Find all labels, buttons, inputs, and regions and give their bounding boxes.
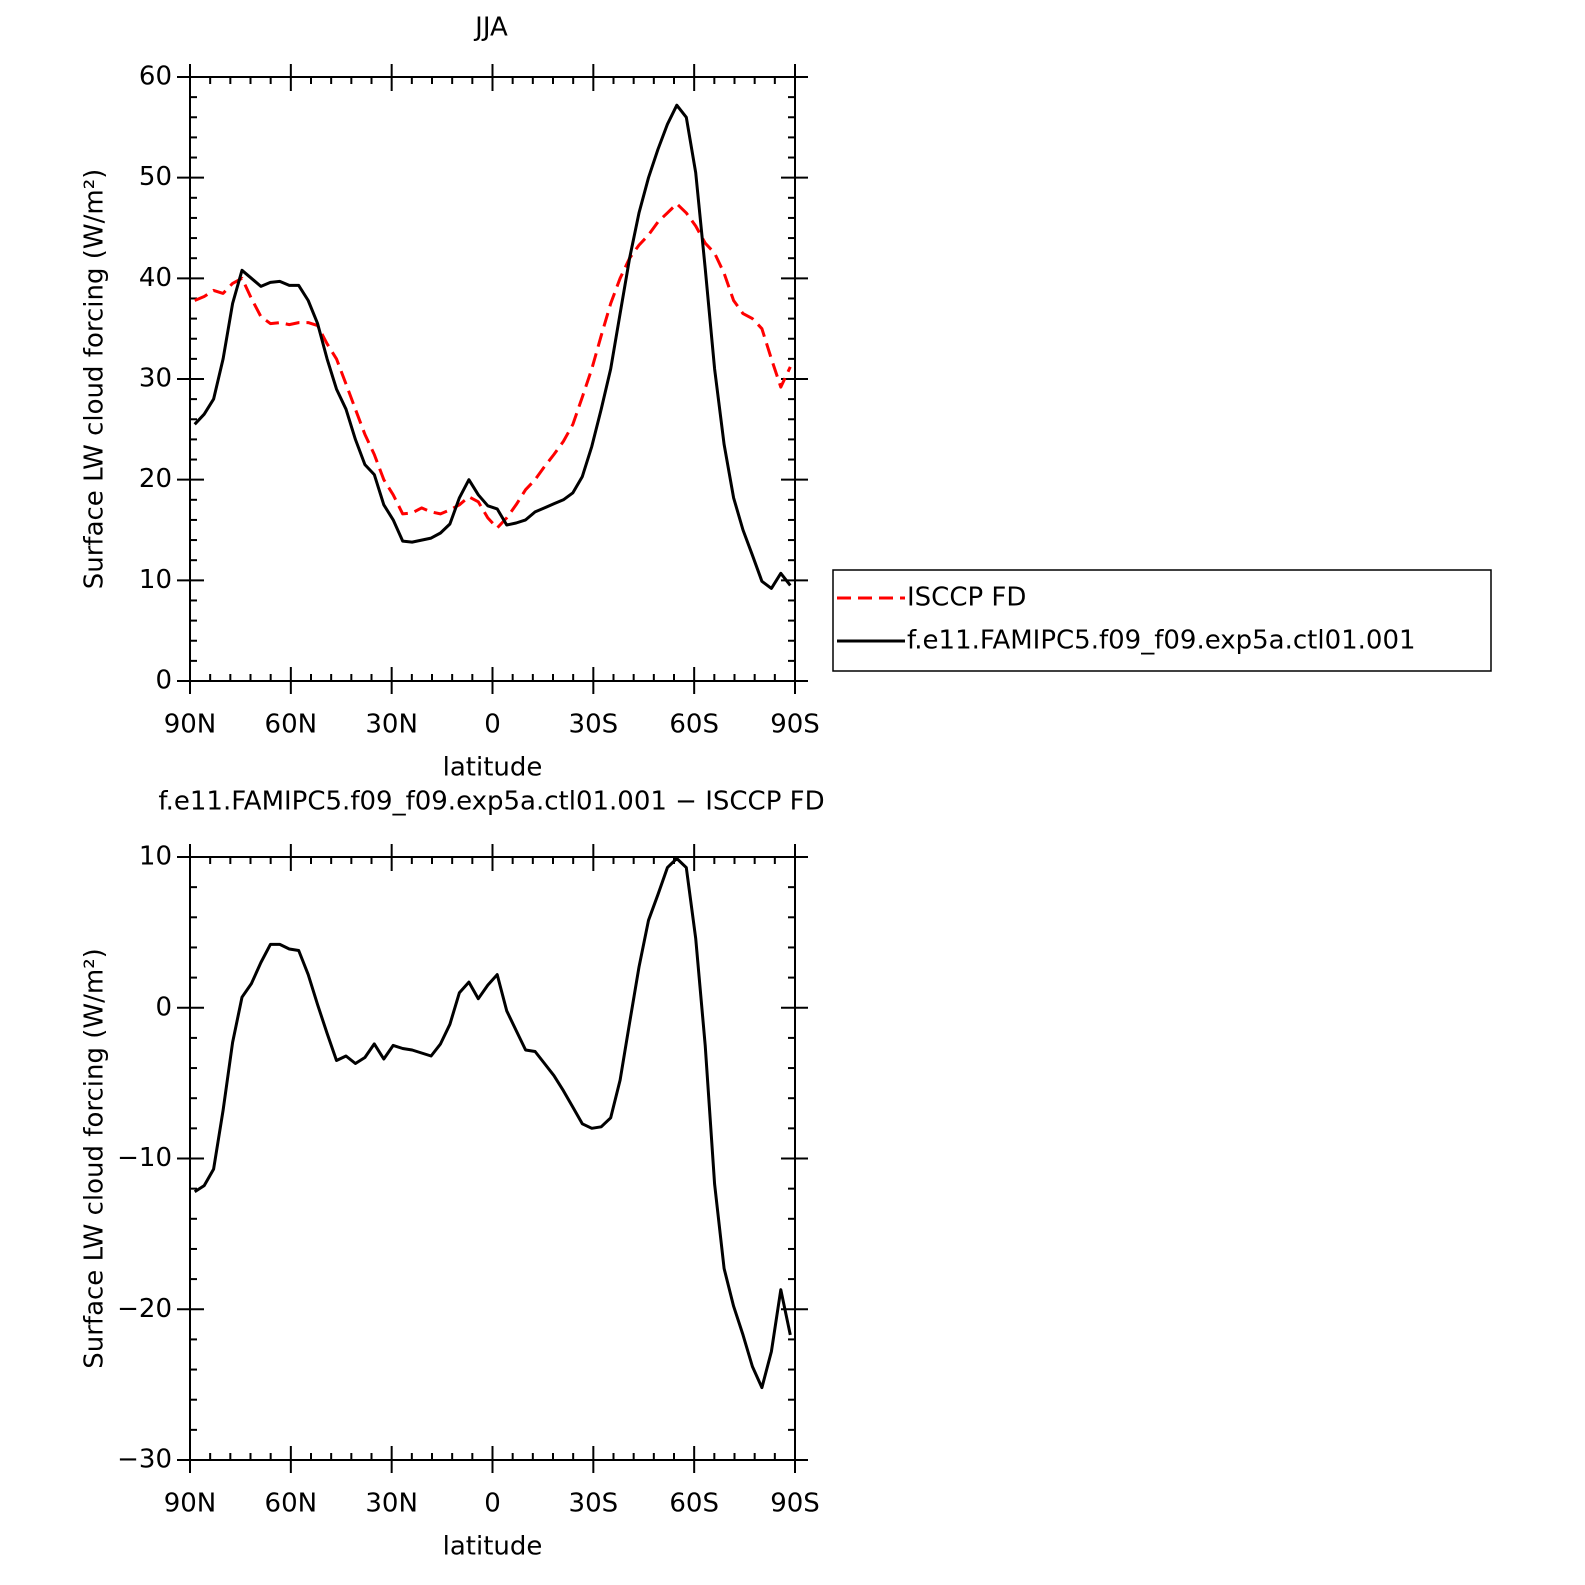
- y-tick-label: −10: [117, 1143, 172, 1173]
- x-axis-label: latitude: [443, 753, 543, 783]
- x-tick-label: 30S: [569, 710, 619, 740]
- x-tick-label: 30N: [365, 710, 418, 740]
- y-tick-label: 10: [139, 565, 172, 595]
- data-line: [193, 103, 792, 590]
- chart-title: JJA: [473, 13, 508, 43]
- y-tick-label: −20: [117, 1294, 172, 1324]
- x-tick-label: 60S: [669, 710, 719, 740]
- x-tick-label: 0: [484, 1489, 501, 1519]
- y-tick-label: 20: [139, 464, 172, 494]
- y-tick-label: 50: [139, 162, 172, 192]
- plot-frame: [189, 76, 796, 682]
- x-tick-label: 60N: [265, 710, 318, 740]
- y-tick-label: 60: [139, 62, 172, 92]
- legend-box: [832, 569, 1492, 672]
- y-tick-label: 10: [139, 842, 172, 872]
- x-tick-label: 60N: [265, 1489, 318, 1519]
- x-tick-label: 0: [484, 710, 501, 740]
- plot-frame: [189, 856, 796, 1461]
- legend: ISCCP FD f.e11.FAMIPC5.f09_f09.exp5a.ctl0…: [832, 569, 1492, 672]
- x-tick-label: 60S: [669, 1489, 719, 1519]
- chart-title: f.e11.FAMIPC5.f09_f09.exp5a.ctl01.001 − …: [158, 787, 824, 817]
- y-tick-label: 40: [139, 263, 172, 293]
- y-axis-label: Surface LW cloud forcing (W/m²): [80, 948, 110, 1369]
- x-tick-label: 90S: [770, 1489, 820, 1519]
- data-line: [193, 857, 792, 1390]
- y-tick-label: 0: [155, 666, 172, 696]
- y-tick-label: 30: [139, 364, 172, 394]
- x-axis-label: latitude: [443, 1532, 543, 1562]
- y-tick-label: −30: [117, 1445, 172, 1475]
- data-line: [194, 202, 792, 530]
- legend-label: f.e11.FAMIPC5.f09_f09.exp5a.ctl01.001: [907, 626, 1416, 656]
- x-tick-label: 30N: [365, 1489, 418, 1519]
- legend-label: ISCCP FD: [907, 583, 1026, 613]
- x-tick-label: 90N: [164, 710, 217, 740]
- x-tick-label: 90S: [770, 710, 820, 740]
- x-tick-label: 30S: [569, 1489, 619, 1519]
- y-tick-label: 0: [155, 992, 172, 1022]
- x-tick-label: 90N: [164, 1489, 217, 1519]
- y-axis-label: Surface LW cloud forcing (W/m²): [80, 169, 110, 590]
